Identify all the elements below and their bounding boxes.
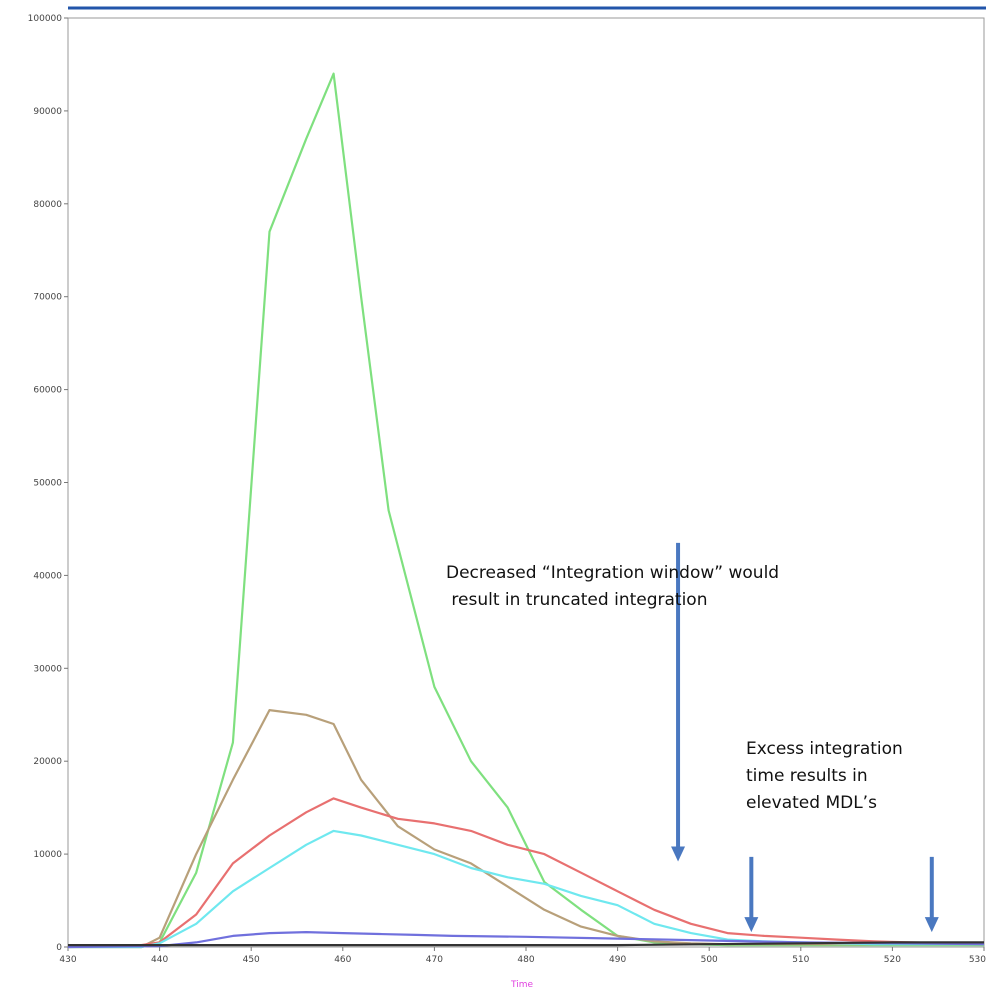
x-tick-label-7: 500 — [701, 955, 718, 965]
annotation-arrow-0 — [671, 542, 686, 862]
y-tick-label-9: 90000 — [33, 107, 62, 117]
x-axis-ticks: 430 440 450 460 470 480 490 500 510 520 530 — [59, 947, 986, 965]
y-tick-label-6: 60000 — [33, 386, 62, 396]
x-tick-label-10: 530 — [969, 955, 986, 965]
x-tick-label-0: 430 — [59, 955, 76, 965]
series-layer — [67, 72, 985, 949]
y-tick-label-10: 100000 — [28, 14, 63, 24]
annotation-integration-window: Decreased “Integration window” would res… — [446, 563, 780, 610]
y-axis-ticks: 0 10000 20000 30000 40000 50000 60000 70000 8000… — [28, 14, 68, 953]
x-tick-label-9: 520 — [884, 955, 901, 965]
x-tick-label-1: 440 — [151, 955, 168, 965]
annotation-arrow-1 — [744, 856, 759, 933]
series-line-2 — [67, 797, 985, 949]
series-line-4 — [67, 930, 985, 949]
y-tick-label-3: 30000 — [33, 664, 62, 674]
series-line-5 — [68, 941, 984, 947]
x-tick-label-6: 490 — [609, 955, 626, 965]
x-tick-label-4: 470 — [426, 955, 443, 965]
y-tick-label-8: 80000 — [33, 200, 62, 210]
x-tick-label-2: 450 — [243, 955, 260, 965]
y-tick-label-2: 20000 — [33, 757, 62, 767]
y-tick-label-1: 10000 — [33, 850, 62, 860]
x-tick-label-5: 480 — [517, 955, 534, 965]
x-tick-label-3: 460 — [334, 955, 351, 965]
y-tick-label-4: 40000 — [33, 571, 62, 581]
y-tick-label-0: 0 — [56, 943, 62, 953]
y-tick-label-5: 50000 — [33, 479, 62, 489]
annotation-arrow-2 — [924, 856, 939, 933]
annotation-excess-integration: Excess integration time results in eleva… — [746, 739, 903, 813]
y-tick-label-7: 70000 — [33, 293, 62, 303]
x-tick-label-8: 510 — [792, 955, 809, 965]
x-axis-label: Time — [510, 980, 533, 990]
arrow-layer — [671, 542, 939, 933]
series-line-3 — [68, 829, 984, 949]
